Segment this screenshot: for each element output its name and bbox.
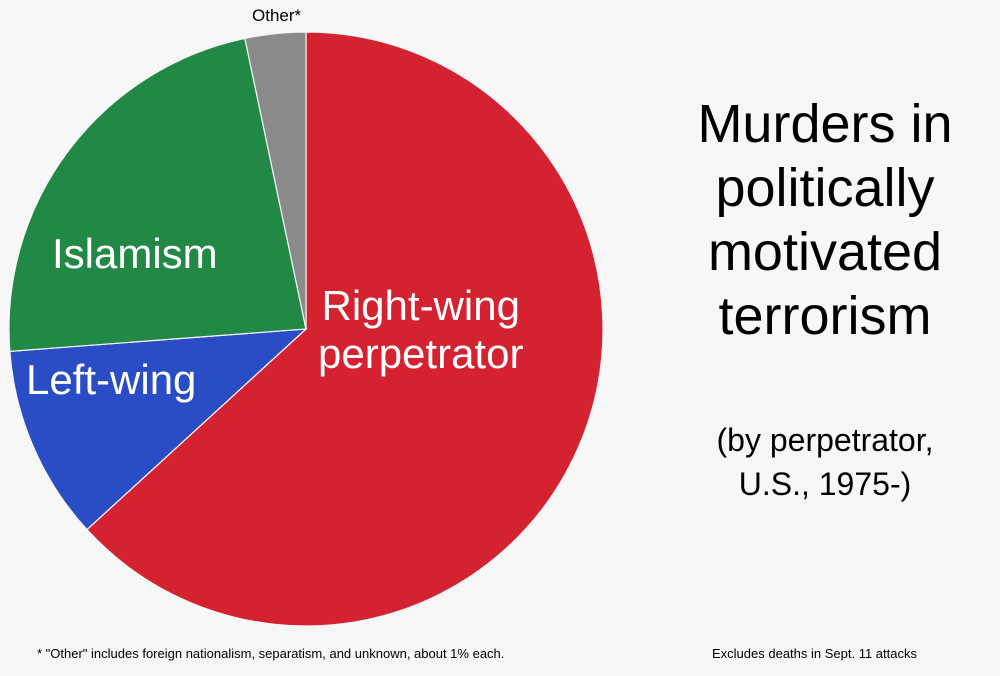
chart-title: Murders in politically motivated terrori… [660,92,990,348]
slice-label-right-line1: Right-wing [321,282,520,329]
pie-slice-islamism [8,37,307,353]
slice-label-right-wing: Right-wing perpetrator [318,282,523,378]
slice-label-left-wing: Left-wing [26,356,197,403]
title-line: politically [715,158,935,218]
note: Excludes deaths in Sept. 11 attacks [712,646,917,661]
pie-slice-right-wing [86,31,604,627]
title-line: Murders in [697,94,953,154]
title-line: motivated [707,222,943,282]
pie-slice-left-wing [9,328,308,531]
pie-chart [8,31,604,627]
footnote: * "Other" includes foreign nationalism, … [37,646,505,661]
slice-label-right-line2: perpetrator [318,330,524,377]
subtitle-line: (by perpetrator, [716,422,934,458]
subtitle-line: U.S., 1975-) [738,466,912,502]
chart-subtitle: (by perpetrator, U.S., 1975-) [660,418,990,506]
slice-label-islamism: Islamism [52,230,218,277]
pie-slice-other [244,31,307,330]
title-line: terrorism [718,286,932,346]
slice-label-other: Other* [252,6,302,25]
